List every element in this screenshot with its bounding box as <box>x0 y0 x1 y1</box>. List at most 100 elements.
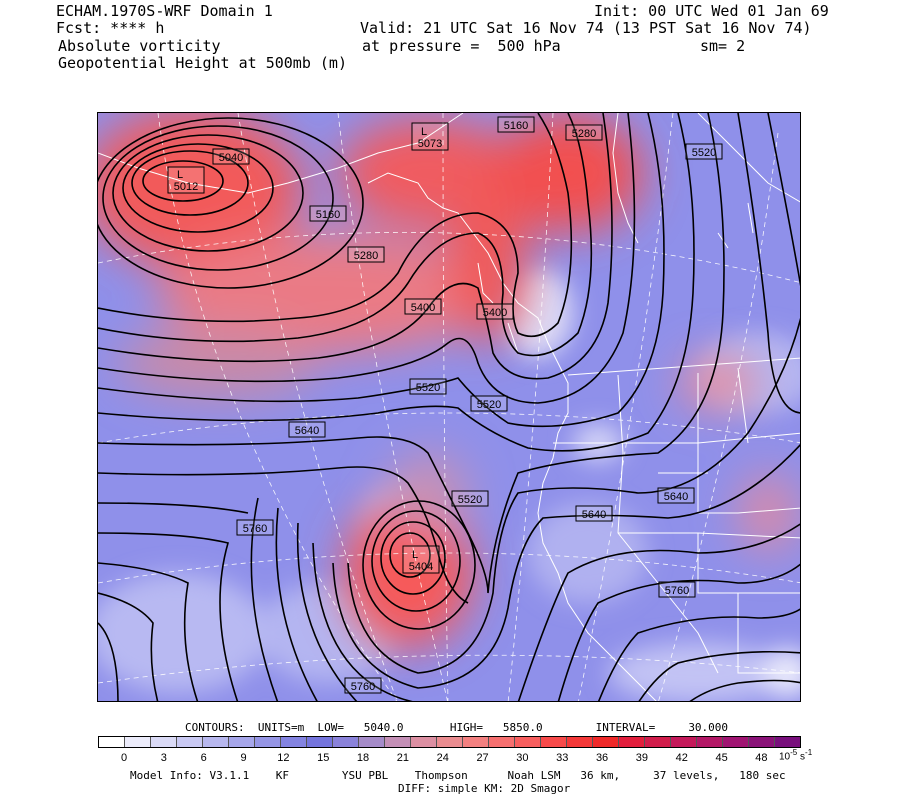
svg-text:5280: 5280 <box>572 128 596 140</box>
contour-labels: 5040 5160 5160 5280 5280 5400 5400 5520 … <box>212 116 723 694</box>
colorbar-tick-label: 12 <box>277 752 290 764</box>
colorbar-swatch <box>177 737 203 747</box>
colorbar-tick-label: 45 <box>715 752 728 764</box>
svg-text:5400: 5400 <box>483 307 507 319</box>
height-contours <box>98 113 800 701</box>
svg-text:5640: 5640 <box>664 491 688 503</box>
colorbar-swatch <box>229 737 255 747</box>
map-canvas: 5040 5160 5160 5280 5280 5400 5400 5520 … <box>98 113 800 701</box>
colorbar-swatch <box>307 737 333 747</box>
field-name-vorticity: Absolute vorticity <box>58 37 221 55</box>
svg-text:5760: 5760 <box>665 585 689 597</box>
svg-text:L: L <box>412 549 418 561</box>
colorbar-swatch <box>567 737 593 747</box>
colorbar-tick-label: 33 <box>556 752 569 764</box>
colorbar-tick-label: 9 <box>240 752 247 764</box>
contour-label: 5520 <box>451 490 489 507</box>
svg-text:5640: 5640 <box>295 425 319 437</box>
contour-label: 5280 <box>347 246 385 263</box>
svg-text:5160: 5160 <box>504 120 528 132</box>
svg-text:5520: 5520 <box>416 382 440 394</box>
colorbar-swatch <box>463 737 489 747</box>
svg-text:5040: 5040 <box>219 152 243 164</box>
contour-label: 5160 <box>497 116 535 133</box>
low-markers: L 5012 L 5073 L 5404 <box>167 122 449 574</box>
svg-text:L: L <box>421 126 427 138</box>
colorbar-tick-label: 42 <box>675 752 688 764</box>
colorbar-tick-label: 15 <box>317 752 330 764</box>
svg-text:5760: 5760 <box>351 681 375 693</box>
svg-text:5760: 5760 <box>243 523 267 535</box>
colorbar-swatch <box>619 737 645 747</box>
field-name-height: Geopotential Height at 500mb (m) <box>58 54 347 72</box>
colorbar-swatch <box>749 737 775 747</box>
svg-text:5160: 5160 <box>316 209 340 221</box>
colorbar-tick-label: 21 <box>396 752 410 764</box>
svg-text:5404: 5404 <box>409 561 433 573</box>
contour-label: 5520 <box>470 395 508 412</box>
svg-text:L: L <box>177 169 183 181</box>
coastlines <box>98 113 800 701</box>
colorbar <box>98 736 801 748</box>
svg-text:5073: 5073 <box>418 138 442 150</box>
colorbar-tick-label: 24 <box>436 752 449 764</box>
state-borders <box>553 357 800 674</box>
forecast-hour: Fcst: **** h <box>56 19 165 37</box>
contour-label: 5400 <box>476 303 514 320</box>
low-marker: L 5073 <box>411 122 449 151</box>
contour-label: 5640 <box>657 487 695 504</box>
colorbar-swatch <box>645 737 671 747</box>
contour-label: 5760 <box>658 581 696 598</box>
smoothing-setting: sm= 2 <box>700 37 746 55</box>
colorbar-tick-label: 48 <box>755 752 768 764</box>
contour-label: 5760 <box>236 519 274 536</box>
colorbar-tick-label: 36 <box>595 752 609 764</box>
diff-info: DIFF: simple KM: 2D Smagor <box>398 782 571 795</box>
colorbar-swatch <box>515 737 541 747</box>
model-title: ECHAM.1970S-WRF Domain 1 <box>56 2 273 20</box>
contour-label: 5160 <box>309 205 347 222</box>
svg-text:5520: 5520 <box>458 494 482 506</box>
colorbar-swatch <box>437 737 463 747</box>
contour-label: 5640 <box>575 505 613 522</box>
init-time: Init: 00 UTC Wed 01 Jan 69 <box>594 2 829 20</box>
colorbar-tick-label: 18 <box>356 752 370 764</box>
model-info: Model Info: V3.1.1 KF YSU PBL Thompson N… <box>130 769 786 782</box>
colorbar-swatch <box>697 737 723 747</box>
low-marker: L 5404 <box>402 545 440 574</box>
contours-info: CONTOURS: UNITS=m LOW= 5040.0 HIGH= 5850… <box>185 721 729 734</box>
svg-text:5400: 5400 <box>411 302 435 314</box>
colorbar-swatch <box>255 737 281 747</box>
contour-label: 5760 <box>344 677 382 694</box>
colorbar-tick-label: 39 <box>635 752 649 764</box>
colorbar-swatch <box>125 737 151 747</box>
svg-text:5012: 5012 <box>174 181 198 193</box>
colorbar-tick-label: 0 <box>120 752 128 764</box>
colorbar-swatch <box>333 737 359 747</box>
colorbar-swatch <box>99 737 125 747</box>
colorbar-swatch <box>541 737 567 747</box>
colorbar-tick-label: 30 <box>516 752 529 764</box>
contour-label: 5280 <box>565 124 603 141</box>
colorbar-unit: 10-5 s-1 <box>779 748 813 763</box>
colorbar-swatch <box>151 737 177 747</box>
colorbar-tick-label: 27 <box>476 752 489 764</box>
colorbar-swatch <box>385 737 411 747</box>
colorbar-swatch <box>775 737 800 747</box>
colorbar-tick-label: 3 <box>160 752 167 764</box>
svg-text:5640: 5640 <box>582 509 606 521</box>
low-marker: L 5012 <box>167 166 205 194</box>
colorbar-swatch <box>359 737 385 747</box>
colorbar-tick-label: 6 <box>200 752 207 764</box>
colorbar-swatch <box>723 737 749 747</box>
map-panel: 5040 5160 5160 5280 5280 5400 5400 5520 … <box>97 112 801 702</box>
colorbar-swatch <box>411 737 437 747</box>
colorbar-swatch <box>489 737 515 747</box>
colorbar-swatch <box>281 737 307 747</box>
valid-time: Valid: 21 UTC Sat 16 Nov 74 (13 PST Sat … <box>360 19 812 37</box>
contour-label: 5520 <box>409 378 447 395</box>
svg-text:5520: 5520 <box>692 147 716 159</box>
colorbar-swatch <box>593 737 619 747</box>
pressure-level: at pressure = 500 hPa <box>362 37 561 55</box>
contour-label: 5400 <box>404 298 442 315</box>
